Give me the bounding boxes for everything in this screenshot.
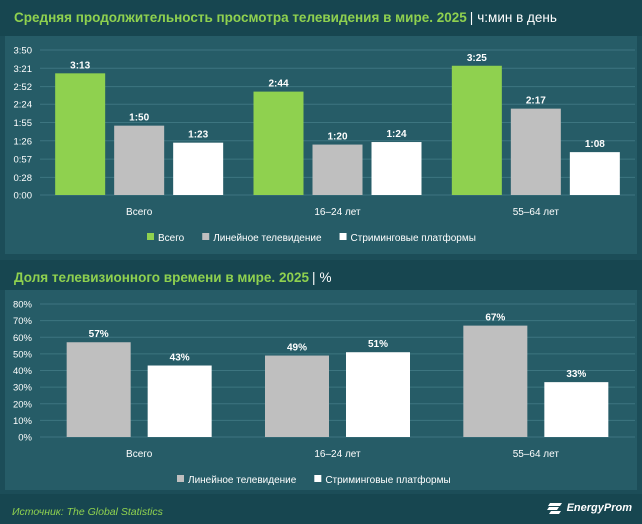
bar (371, 142, 422, 195)
chart1-title-band (0, 0, 642, 36)
y-tick-label: 10% (13, 416, 33, 427)
y-tick-label: 1:26 (14, 136, 33, 147)
bar (253, 91, 304, 195)
y-tick-label: 0% (18, 433, 32, 444)
bar (312, 144, 363, 195)
y-tick-label: 80% (13, 300, 33, 311)
bar (463, 325, 528, 437)
data-label: 3:25 (467, 53, 487, 64)
y-tick-label: 2:24 (14, 100, 33, 111)
data-label: 67% (485, 313, 505, 324)
bar (55, 73, 106, 195)
data-label: 1:50 (129, 113, 149, 124)
data-label: 57% (89, 329, 109, 340)
data-label: 1:08 (585, 139, 605, 150)
y-tick-label: 60% (13, 333, 33, 344)
y-tick-label: 20% (13, 399, 33, 410)
legend-swatch (147, 233, 154, 240)
data-label: 51% (368, 339, 388, 350)
legend-swatch (314, 475, 322, 482)
chart2-title: Доля телевизионного времени в мире. 2025… (14, 270, 332, 285)
y-tick-label: 2:52 (14, 82, 33, 93)
y-tick-label: 3:21 (14, 64, 33, 75)
y-tick-label: 0:57 (14, 155, 33, 166)
brand-name: EnergyProm (566, 502, 632, 514)
data-label: 49% (287, 343, 307, 354)
bar (173, 142, 224, 195)
legend-label: Стриминговые платформы (351, 232, 476, 244)
bar (451, 65, 502, 196)
bar (66, 342, 131, 437)
x-tick-label: 55–64 лет (513, 449, 560, 460)
x-tick-label: Всего (126, 207, 153, 218)
y-tick-label: 70% (13, 316, 33, 327)
bar (147, 365, 212, 437)
bar (346, 352, 410, 437)
legend-swatch (177, 475, 184, 482)
y-tick-label: 1:55 (14, 118, 33, 129)
y-tick-label: 0:28 (14, 173, 33, 184)
chart1-panel: 0:00 0:28 0:57 1:26 1:55 2:24 2:52 3:21 3:50 3:13… (5, 36, 637, 254)
brand-logo-icon (546, 503, 562, 514)
x-tick-label: 16–24 лет (314, 207, 361, 218)
bar (265, 355, 329, 437)
bar (510, 108, 561, 195)
chart1-svg: 0:00 0:28 0:57 1:26 1:55 2:24 2:52 3:21 3:50 3:13… (14, 46, 635, 244)
legend-swatch (339, 233, 347, 240)
bar (114, 125, 165, 195)
x-tick-label: Всего (126, 449, 153, 460)
data-label: 2:17 (526, 96, 546, 107)
legend-swatch (202, 233, 210, 240)
y-tick-label: 40% (13, 366, 33, 377)
bar (544, 382, 609, 437)
chart1-title: Средняя продолжительность просмотра теле… (14, 10, 557, 25)
x-tick-label: 16–24 лет (314, 449, 361, 460)
x-tick-label: 55–64 лет (513, 207, 560, 218)
y-tick-label: 0:00 (14, 191, 33, 202)
data-label: 1:23 (188, 130, 208, 141)
y-tick-label: 3:50 (14, 46, 33, 57)
chart2-title-band (0, 260, 642, 290)
legend-label: Линейное телевидение (213, 233, 322, 244)
y-tick-label: 30% (13, 383, 33, 394)
footer-bar (0, 494, 642, 524)
y-tick-label: 50% (13, 349, 33, 360)
data-label: 43% (170, 353, 190, 364)
data-label: 1:24 (386, 129, 406, 140)
data-label: 33% (566, 369, 586, 380)
bar (569, 152, 620, 195)
legend-label: Всего (158, 233, 185, 244)
source-text: Источник: The Global Statistics (12, 506, 163, 518)
brand-logo: EnergyProm (546, 502, 632, 514)
data-label: 3:13 (70, 60, 90, 71)
data-label: 1:20 (327, 132, 347, 143)
legend-label: Линейное телевидение (188, 475, 297, 486)
legend-label: Стриминговые платформы (325, 474, 450, 486)
data-label: 2:44 (268, 79, 288, 90)
chart2-svg: 0% 10% 20% 30% 40% 50% 60% 70% 80% 57% 43% Всего 49%… (13, 300, 635, 486)
chart2-panel: 0% 10% 20% 30% 40% 50% 60% 70% 80% 57% 43% Всего 49%… (5, 290, 637, 490)
